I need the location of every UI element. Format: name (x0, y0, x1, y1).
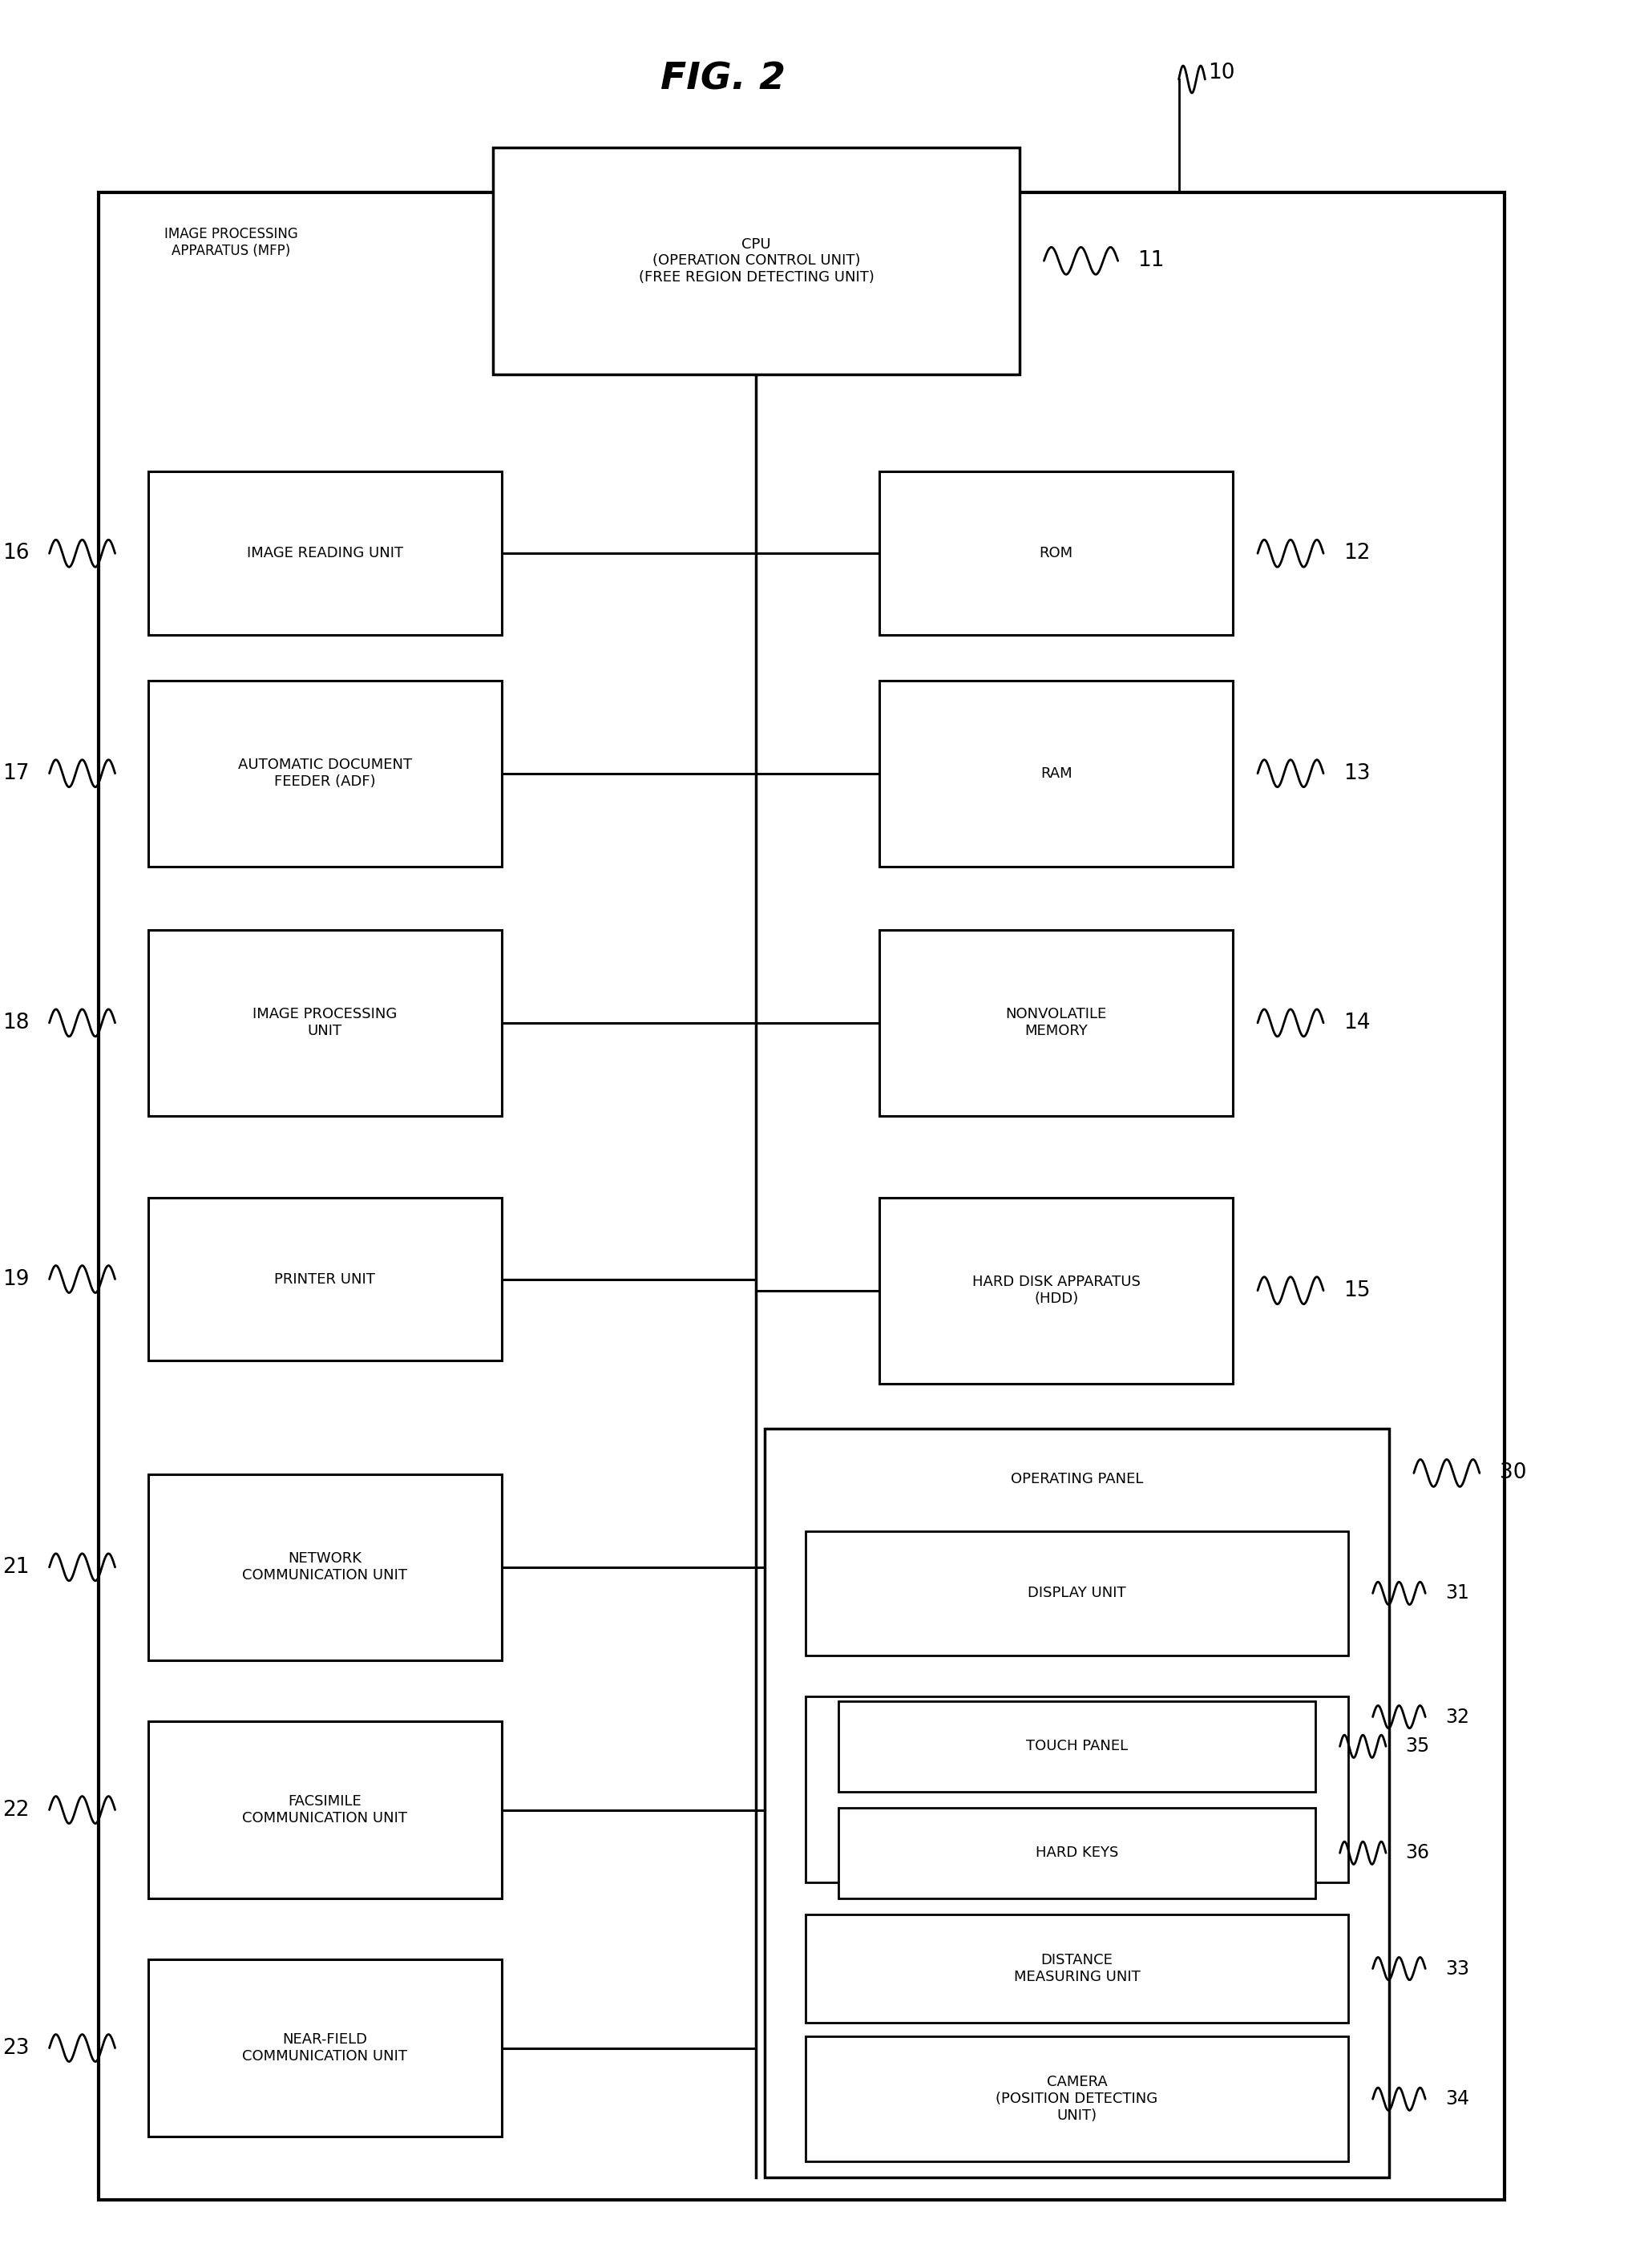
Bar (806, 1696, 1348, 1882)
Text: 21: 21 (3, 1556, 30, 1579)
Text: RAM: RAM (1041, 767, 1072, 780)
Text: 18: 18 (3, 1012, 30, 1034)
Text: CPU
(OPERATION CONTROL UNIT)
(FREE REGION DETECTING UNIT): CPU (OPERATION CONTROL UNIT) (FREE REGIO… (638, 236, 875, 286)
Bar (838, 1808, 1315, 1898)
Text: 31: 31 (1445, 1583, 1470, 1603)
Text: 30: 30 (1499, 1463, 1526, 1483)
Text: NEAR-FIELD
COMMUNICATION UNIT: NEAR-FIELD COMMUNICATION UNIT (242, 2032, 408, 2064)
Text: FACSIMILE
COMMUNICATION UNIT: FACSIMILE COMMUNICATION UNIT (242, 1794, 408, 1826)
Text: HARD KEYS: HARD KEYS (1036, 1846, 1118, 1860)
Text: 17: 17 (3, 762, 30, 785)
Text: 34: 34 (1445, 2089, 1470, 2109)
Text: 35: 35 (1406, 1737, 1430, 1755)
Text: 36: 36 (1406, 1844, 1430, 1862)
Text: CAMERA
(POSITION DETECTING
UNIT): CAMERA (POSITION DETECTING UNIT) (996, 2075, 1157, 2123)
Bar (806, 2037, 1348, 2161)
Text: PRINTER UNIT: PRINTER UNIT (275, 1272, 375, 1286)
Text: HARD DISK APPARATUS
(HDD): HARD DISK APPARATUS (HDD) (972, 1275, 1141, 1306)
Text: AUTOMATIC DOCUMENT
FEEDER (ADF): AUTOMATIC DOCUMENT FEEDER (ADF) (238, 758, 411, 789)
Bar (99, 193, 1504, 2200)
Text: IMAGE PROCESSING
UNIT: IMAGE PROCESSING UNIT (253, 1007, 396, 1039)
Bar (880, 930, 1233, 1116)
Text: 15: 15 (1343, 1279, 1369, 1302)
Text: OPERATING UNIT: OPERATING UNIT (1016, 1719, 1138, 1733)
Text: 13: 13 (1343, 762, 1369, 785)
Text: 32: 32 (1445, 1708, 1470, 1726)
Text: 14: 14 (1343, 1012, 1369, 1034)
Bar (838, 1701, 1315, 1792)
Text: 22: 22 (3, 1799, 30, 1821)
Bar (493, 147, 1019, 374)
Bar (880, 472, 1233, 635)
Text: TOUCH PANEL: TOUCH PANEL (1026, 1740, 1128, 1753)
Bar (880, 1198, 1233, 1383)
Text: 19: 19 (3, 1268, 30, 1290)
Bar (148, 1474, 501, 1660)
Bar (764, 1429, 1389, 2177)
Bar (148, 1721, 501, 1898)
Bar (880, 680, 1233, 866)
Text: 10: 10 (1208, 61, 1235, 84)
Text: DISPLAY UNIT: DISPLAY UNIT (1028, 1585, 1126, 1601)
Text: IMAGE READING UNIT: IMAGE READING UNIT (247, 547, 403, 560)
Text: IMAGE PROCESSING
APPARATUS (MFP): IMAGE PROCESSING APPARATUS (MFP) (164, 227, 298, 259)
Text: 23: 23 (3, 2037, 30, 2059)
Text: 16: 16 (3, 542, 30, 565)
Text: 12: 12 (1343, 542, 1369, 565)
Bar (806, 1531, 1348, 1656)
Text: ROM: ROM (1039, 547, 1074, 560)
Text: NONVOLATILE
MEMORY: NONVOLATILE MEMORY (1006, 1007, 1106, 1039)
Bar (806, 1914, 1348, 2023)
Text: 33: 33 (1445, 1960, 1470, 1978)
Bar (148, 1198, 501, 1361)
Bar (148, 1960, 501, 2136)
Text: NETWORK
COMMUNICATION UNIT: NETWORK COMMUNICATION UNIT (242, 1551, 408, 1583)
Text: FIG. 2: FIG. 2 (661, 61, 786, 98)
Bar (148, 472, 501, 635)
Text: 11: 11 (1138, 249, 1164, 272)
Text: OPERATING PANEL: OPERATING PANEL (1011, 1472, 1143, 1486)
Bar (148, 930, 501, 1116)
Text: DISTANCE
MEASURING UNIT: DISTANCE MEASURING UNIT (1014, 1953, 1139, 1984)
Bar (148, 680, 501, 866)
